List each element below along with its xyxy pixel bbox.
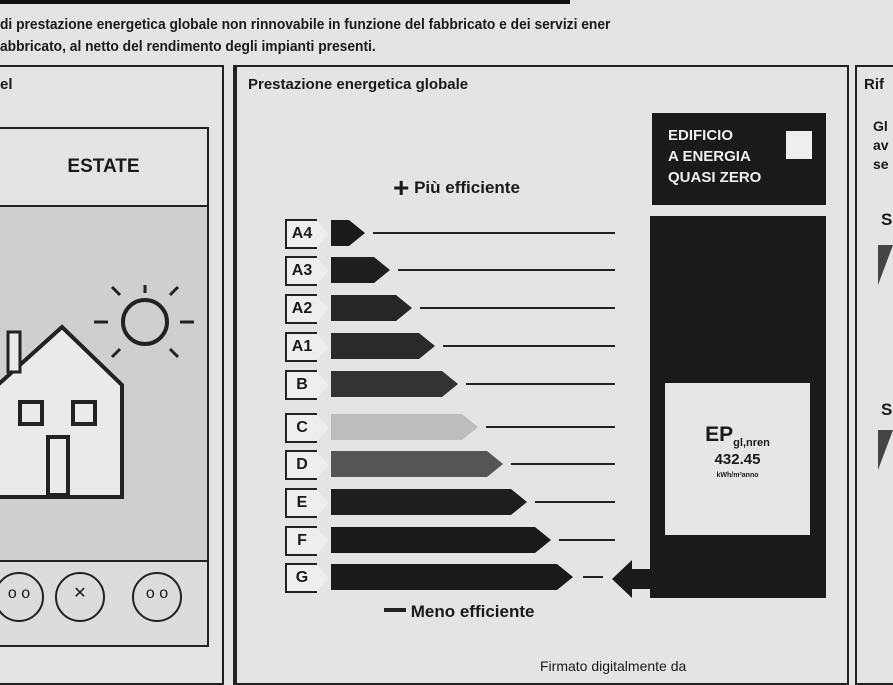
class-line (559, 539, 615, 541)
class-line (511, 463, 615, 465)
ep-box: EPgl,nren 432.45 kWh/m²anno (665, 383, 810, 535)
ep-unit: kWh/m²anno (716, 472, 759, 480)
class-bar (331, 220, 365, 246)
plus-icon: + (393, 172, 410, 203)
class-line (486, 426, 615, 428)
class-bar (331, 489, 527, 515)
class-label: A4 (285, 219, 329, 249)
class-bar (331, 451, 503, 477)
class-line (398, 269, 615, 271)
class-line (583, 576, 603, 578)
class-bar (331, 371, 458, 397)
class-line (373, 232, 615, 234)
class-line (420, 307, 615, 309)
triangle-icon (878, 430, 893, 470)
triangle-icon (878, 245, 893, 285)
current-class-arrow-icon (612, 560, 652, 598)
nzeb-box: EDIFICIO A ENERGIA QUASI ZERO (652, 113, 826, 205)
house-sun-icon (0, 207, 207, 560)
reference-s2: S (881, 400, 893, 419)
intro-text: di prestazione energetica globale non ri… (0, 16, 611, 55)
class-bar (331, 414, 478, 440)
class-label: C (285, 413, 329, 443)
class-label: A1 (285, 332, 329, 362)
class-line (535, 501, 615, 503)
signature-text: Firmato digitalmente da (540, 658, 687, 674)
class-bar (331, 295, 412, 321)
class-label: D (285, 450, 329, 480)
panel-title: Prestazione energetica globale (248, 76, 469, 93)
less-efficient-label: Meno efficiente (384, 602, 534, 622)
ep-value: 432.45 (714, 451, 761, 469)
top-rule (0, 0, 570, 4)
crossed-neutral-face-icon: ✕ (55, 572, 105, 622)
nzeb-checkbox (786, 131, 812, 159)
more-efficient-label: + Più efficiente (393, 172, 520, 203)
reference-text: Gl av se (873, 118, 889, 172)
reference-s1: S (881, 210, 893, 229)
class-label: F (285, 526, 329, 556)
class-label: E (285, 488, 329, 518)
class-bar (331, 333, 435, 359)
divider (0, 560, 207, 562)
class-label: G (285, 563, 329, 593)
class-label: A2 (285, 294, 329, 324)
class-bar (331, 564, 573, 590)
season-label: ESTATE (0, 129, 207, 207)
class-line (443, 345, 615, 347)
class-label: A3 (285, 256, 329, 286)
class-bar (331, 527, 551, 553)
class-label: B (285, 370, 329, 400)
sad-face-icon: o o (132, 572, 182, 622)
minus-icon (384, 608, 406, 612)
happy-face-icon: o o (0, 572, 44, 622)
left-panel-title: el (0, 76, 13, 93)
class-bar (331, 257, 390, 283)
reference-title: Rif (864, 76, 884, 93)
class-line (466, 383, 615, 385)
